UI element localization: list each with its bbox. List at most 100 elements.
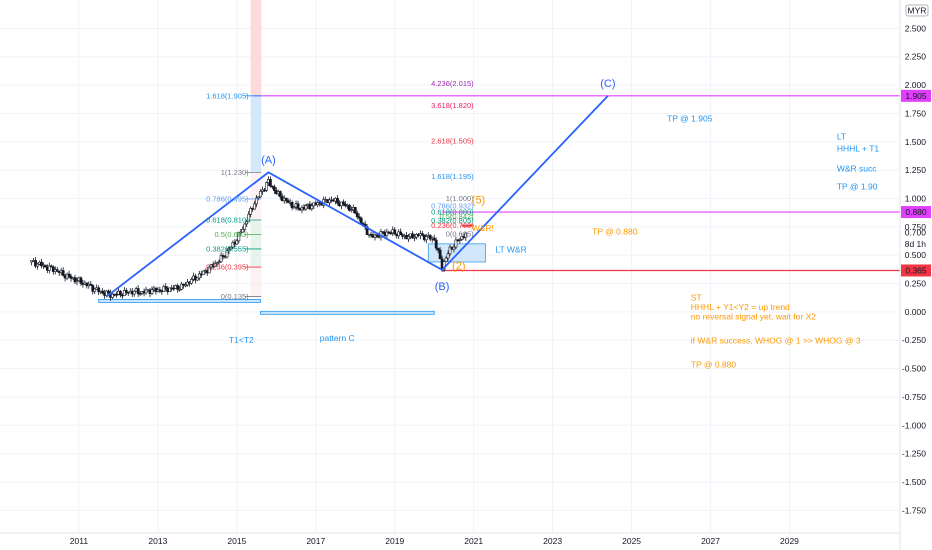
candle-body bbox=[245, 221, 249, 225]
x-tick-label: 2013 bbox=[148, 536, 167, 546]
candle-body bbox=[253, 203, 257, 210]
y-tick-label: -1.750 bbox=[902, 505, 926, 515]
annotations: W&R! LT W&R T1<T2 pattern C TP @ 1.905 TP @ 0… bbox=[229, 113, 879, 369]
candle-body bbox=[55, 269, 59, 272]
st-block-line: TP @ 0.880 bbox=[691, 360, 737, 370]
candle-body bbox=[168, 287, 172, 293]
candle-body bbox=[272, 186, 276, 191]
y-tick-label: -0.750 bbox=[902, 392, 926, 402]
candle-body bbox=[432, 237, 436, 241]
candle-body bbox=[91, 285, 95, 292]
tp-1905-label: TP @ 1.905 bbox=[667, 113, 713, 123]
candle-body bbox=[318, 202, 322, 204]
wave-labels: (A) (B) (C) (5) (2) bbox=[261, 78, 615, 293]
candle-body bbox=[292, 206, 296, 209]
candle-body bbox=[164, 286, 168, 289]
candle-body bbox=[349, 209, 353, 211]
candle-body bbox=[43, 264, 47, 268]
candle-body bbox=[207, 266, 211, 274]
candle-body bbox=[336, 198, 339, 204]
fib-c-label: 0.618(0.880) bbox=[431, 208, 474, 217]
candle-body bbox=[347, 204, 351, 211]
candle-body bbox=[107, 290, 110, 294]
level-tag-text: 0.880 bbox=[905, 207, 927, 217]
candle-body bbox=[235, 240, 239, 245]
st-block-line: HHHL + Y1<Y2 = up trend bbox=[691, 302, 790, 312]
x-tick-label: 2023 bbox=[543, 536, 562, 546]
candle-body bbox=[284, 197, 288, 201]
candle-body bbox=[249, 208, 253, 215]
candle-body bbox=[215, 262, 219, 264]
candle-body bbox=[89, 283, 93, 286]
y-tick-label: 2.000 bbox=[905, 80, 927, 90]
x-tick-label: 2019 bbox=[385, 536, 404, 546]
x-tick-label: 2021 bbox=[464, 536, 483, 546]
candle-body bbox=[243, 223, 247, 230]
level-tag bbox=[901, 89, 931, 102]
fib-extension-c: 4.236(2.015) 3.618(1.820) 2.618(1.505) 1.61… bbox=[431, 79, 474, 239]
y-tick-label: 1.500 bbox=[905, 137, 927, 147]
y-tick-label: -0.500 bbox=[902, 364, 926, 374]
candle-body bbox=[448, 246, 452, 255]
st-block-line: if W&R success, WHOG @ 1 >> WHOG @ 3 bbox=[691, 336, 861, 346]
y-tick-label: -0.250 bbox=[902, 335, 926, 345]
x-axis[interactable]: 2011 2013 2015 2017 2019 2021 2023 2025 2027 2029 bbox=[0, 532, 900, 546]
candle-body bbox=[93, 288, 97, 292]
x-tick-label: 2029 bbox=[780, 536, 799, 546]
candle-body bbox=[304, 205, 308, 210]
candle-body bbox=[393, 229, 397, 235]
fib-c-label: 0.786(0.932) bbox=[431, 202, 474, 211]
zone-red bbox=[250, 0, 262, 96]
candle-body bbox=[231, 242, 235, 248]
candle-body bbox=[424, 236, 428, 241]
candle-body bbox=[255, 197, 258, 205]
y-tick-label: 0.250 bbox=[905, 279, 927, 289]
fib-a-label: 0.5(0.683) bbox=[214, 230, 249, 239]
fib-c-label: 0.382(0.805) bbox=[431, 216, 474, 225]
y-axis[interactable]: 2.500 2.250 2.000 1.750 1.500 1.250 1.000 0.750… bbox=[899, 0, 929, 550]
fib-a-label: 0.786(0.995) bbox=[206, 195, 249, 204]
y-tick-label: 2.500 bbox=[905, 23, 927, 33]
x-tick-label: 2011 bbox=[70, 536, 89, 546]
candle-body bbox=[79, 277, 83, 284]
zone-blue bbox=[250, 95, 262, 173]
candle-body bbox=[111, 293, 114, 298]
fib-a-label: 1.618(1.905) bbox=[206, 91, 249, 100]
candle-body bbox=[61, 270, 65, 276]
candle-body bbox=[136, 288, 140, 295]
st-block-line: no reversal signal yet, wait for X2 bbox=[691, 312, 816, 322]
candle-body bbox=[115, 293, 118, 296]
y-tick-label: 2.250 bbox=[905, 52, 927, 62]
candle-body bbox=[434, 239, 438, 249]
x-tick-label: 2015 bbox=[227, 536, 246, 546]
fib-c-label: 4.236(2.015) bbox=[431, 79, 474, 88]
y-tick-label: 1.750 bbox=[905, 108, 927, 118]
candle-body bbox=[265, 182, 268, 191]
candle-body bbox=[51, 266, 55, 272]
fib-c-label: 3.618(1.820) bbox=[431, 101, 474, 110]
fib-a-label: 0.236(0.395) bbox=[206, 263, 249, 272]
candle-body bbox=[201, 270, 205, 275]
sub-wave-label: (2) bbox=[452, 261, 465, 273]
candle-body bbox=[190, 279, 193, 284]
abc-projection-line bbox=[106, 95, 609, 298]
level-tag-text: 0.365 bbox=[905, 265, 927, 275]
y-tick-label: -1.000 bbox=[902, 420, 926, 430]
candle-body bbox=[464, 232, 468, 238]
candle-body bbox=[268, 179, 272, 187]
fib-a-label: 0(0.135) bbox=[221, 292, 249, 301]
candle-body bbox=[438, 249, 442, 260]
candle-body bbox=[355, 212, 359, 218]
lt-block-line: LT bbox=[837, 132, 846, 142]
candle-body bbox=[118, 290, 122, 296]
candle-body bbox=[219, 255, 223, 262]
candle-body bbox=[413, 236, 416, 239]
candle-body bbox=[180, 283, 183, 290]
level-tag bbox=[901, 206, 931, 219]
candle-body bbox=[34, 260, 37, 267]
y-tick-label: 0.750 bbox=[905, 222, 927, 232]
wave-label: (C) bbox=[600, 78, 615, 90]
candle-body bbox=[357, 216, 361, 219]
candle-body bbox=[132, 290, 136, 295]
